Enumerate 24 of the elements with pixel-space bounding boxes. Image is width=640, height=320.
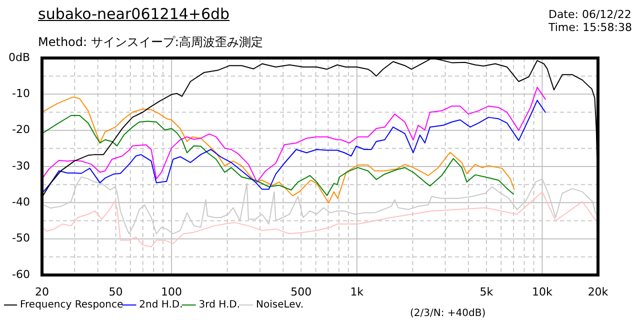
y-tick-label: 0dB <box>8 50 30 64</box>
legend-label: 2nd H.D. <box>139 300 183 311</box>
y-tick-label: -10 <box>12 87 30 100</box>
chart-subtitle: Method: サインスイープ:高周波歪み測定 <box>38 34 263 51</box>
legend-label: 3rd H.D. <box>198 300 240 311</box>
y-tick-label: -40 <box>12 196 30 209</box>
x-tick-label: 1k <box>350 285 364 298</box>
x-tick-label: 50 <box>108 285 123 298</box>
x-tick-label: 20k <box>588 285 609 298</box>
text: (2/3/N: +40dB) <box>410 308 486 319</box>
x-tick-label: 20 <box>35 285 49 298</box>
text: Date: 06/12/22 <box>548 8 632 21</box>
text: Time: 15:58:38 <box>548 21 632 34</box>
legend-label: Frequency Responce <box>20 300 124 311</box>
y-tick-label: -60 <box>12 268 30 281</box>
y-tick-label: -30 <box>12 159 30 172</box>
y-tick-label: -50 <box>12 232 30 245</box>
x-tick-label: 100 <box>161 285 182 298</box>
chart-title: subako-near061214+6db <box>38 5 230 23</box>
x-tick-label: 500 <box>290 285 312 298</box>
legend-label: NoiseLev. <box>256 300 304 311</box>
y-tick-label: -20 <box>12 123 30 136</box>
x-tick-label: 10k <box>532 285 554 298</box>
x-tick-label: 5k <box>480 285 494 298</box>
